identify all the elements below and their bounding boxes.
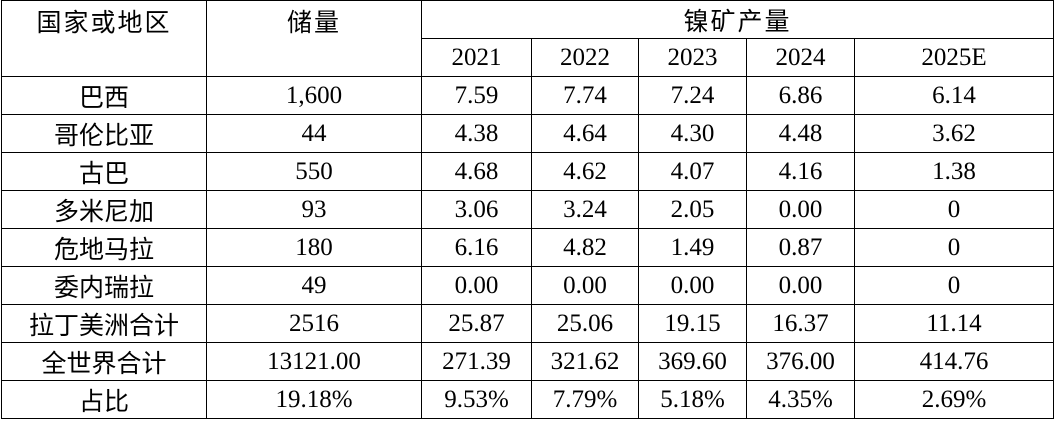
year-cell: 2023 bbox=[638, 38, 747, 77]
value-cell: 7.59 bbox=[421, 76, 532, 115]
value-cell: 3.06 bbox=[421, 190, 532, 229]
value-cell: 0.87 bbox=[746, 228, 855, 267]
value-cell: 7.24 bbox=[638, 76, 747, 115]
value-cell: 376.00 bbox=[746, 342, 855, 381]
value-cell: 13121.00 bbox=[206, 342, 422, 381]
value-cell: 3.62 bbox=[853, 114, 1054, 153]
data-row: 全世界合计 13121.00 271.39 321.62 369.60 376.00 414… bbox=[1, 342, 1054, 381]
value-cell: 369.60 bbox=[638, 342, 747, 381]
region-cell: 全世界合计 bbox=[1, 342, 207, 381]
value-cell: 271.39 bbox=[421, 342, 532, 381]
region-cell: 古巴 bbox=[1, 152, 207, 191]
value-cell: 49 bbox=[206, 266, 422, 305]
value-cell: 0 bbox=[853, 190, 1054, 229]
value-cell: 0.00 bbox=[638, 266, 747, 305]
value-cell: 25.06 bbox=[531, 304, 639, 343]
value-cell: 3.24 bbox=[531, 190, 639, 229]
value-cell: 4.82 bbox=[531, 228, 639, 267]
value-cell: 4.64 bbox=[531, 114, 639, 153]
region-cell: 危地马拉 bbox=[1, 228, 207, 267]
value-cell: 4.07 bbox=[638, 152, 747, 191]
value-cell: 0 bbox=[853, 228, 1054, 267]
value-cell: 6.86 bbox=[746, 76, 855, 115]
value-cell: 7.79% bbox=[531, 380, 639, 419]
region-cell: 占比 bbox=[1, 380, 207, 419]
value-cell: 19.15 bbox=[638, 304, 747, 343]
nickel-table: 国家或地区 储量 镍矿产量 2021 2022 2023 2024 2025E 巴西 1,… bbox=[1, 0, 1054, 419]
value-cell: 2.05 bbox=[638, 190, 747, 229]
value-cell: 9.53% bbox=[421, 380, 532, 419]
value-cell: 0.00 bbox=[421, 266, 532, 305]
data-row: 占比 19.18% 9.53% 7.79% 5.18% 4.35% 2.69% bbox=[1, 380, 1054, 419]
data-row: 巴西 1,600 7.59 7.74 7.24 6.86 6.14 bbox=[1, 76, 1054, 115]
data-row: 拉丁美洲合计 2516 25.87 25.06 19.15 16.37 11.14 bbox=[1, 304, 1054, 343]
value-cell: 0.00 bbox=[746, 266, 855, 305]
value-cell: 6.16 bbox=[421, 228, 532, 267]
value-cell: 4.38 bbox=[421, 114, 532, 153]
region-cell: 拉丁美洲合计 bbox=[1, 304, 207, 343]
data-row: 古巴 550 4.68 4.62 4.07 4.16 1.38 bbox=[1, 152, 1054, 191]
value-cell: 1.49 bbox=[638, 228, 747, 267]
header-row: 国家或地区 储量 镍矿产量 bbox=[1, 0, 1054, 77]
value-cell: 19.18% bbox=[206, 380, 422, 419]
value-cell: 11.14 bbox=[853, 304, 1054, 343]
region-cell: 多米尼加 bbox=[1, 190, 207, 229]
value-cell: 321.62 bbox=[531, 342, 639, 381]
value-cell: 4.62 bbox=[531, 152, 639, 191]
value-cell: 0 bbox=[853, 266, 1054, 305]
value-cell: 1,600 bbox=[206, 76, 422, 115]
value-cell: 4.68 bbox=[421, 152, 532, 191]
value-cell: 414.76 bbox=[853, 342, 1054, 381]
data-row: 危地马拉 180 6.16 4.82 1.49 0.87 0 bbox=[1, 228, 1054, 267]
year-cell: 2022 bbox=[531, 38, 639, 77]
value-cell: 0.00 bbox=[746, 190, 855, 229]
value-cell: 550 bbox=[206, 152, 422, 191]
value-cell: 44 bbox=[206, 114, 422, 153]
year-cell: 2021 bbox=[421, 38, 532, 77]
data-row: 哥伦比亚 44 4.38 4.64 4.30 4.48 3.62 bbox=[1, 114, 1054, 153]
value-cell: 0.00 bbox=[531, 266, 639, 305]
header-cell: 储量 bbox=[206, 0, 422, 77]
value-cell: 2.69% bbox=[853, 380, 1054, 419]
value-cell: 4.30 bbox=[638, 114, 747, 153]
value-cell: 7.74 bbox=[531, 76, 639, 115]
year-cell: 2025E bbox=[853, 38, 1054, 77]
value-cell: 16.37 bbox=[746, 304, 855, 343]
header-cell: 国家或地区 bbox=[1, 0, 207, 77]
region-cell: 巴西 bbox=[1, 76, 207, 115]
data-row: 委内瑞拉 49 0.00 0.00 0.00 0.00 0 bbox=[1, 266, 1054, 305]
value-cell: 4.35% bbox=[746, 380, 855, 419]
value-cell: 2516 bbox=[206, 304, 422, 343]
value-cell: 25.87 bbox=[421, 304, 532, 343]
region-cell: 哥伦比亚 bbox=[1, 114, 207, 153]
value-cell: 6.14 bbox=[853, 76, 1054, 115]
data-row: 多米尼加 93 3.06 3.24 2.05 0.00 0 bbox=[1, 190, 1054, 229]
value-cell: 4.16 bbox=[746, 152, 855, 191]
value-cell: 4.48 bbox=[746, 114, 855, 153]
value-cell: 93 bbox=[206, 190, 422, 229]
value-cell: 180 bbox=[206, 228, 422, 267]
value-cell: 1.38 bbox=[853, 152, 1054, 191]
value-cell: 5.18% bbox=[638, 380, 747, 419]
header-cell: 镍矿产量 bbox=[420, 0, 1054, 39]
year-cell: 2024 bbox=[746, 38, 855, 77]
region-cell: 委内瑞拉 bbox=[1, 266, 207, 305]
